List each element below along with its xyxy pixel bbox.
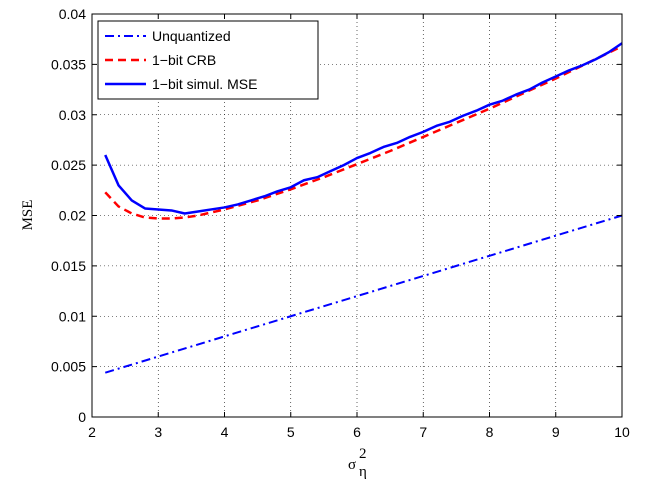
x-tick-label: 4 <box>221 424 229 440</box>
x-tick-label: 9 <box>552 424 560 440</box>
axis-ticks: 2 3 4 5 6 7 8 9 10 0 0.005 0.01 0.015 0.02 0.025 0.03 0.… <box>51 6 630 440</box>
legend-label-crb: 1−bit CRB <box>152 52 216 68</box>
x-tick-label: 3 <box>154 424 162 440</box>
y-tick-label: 0.01 <box>59 308 86 324</box>
legend: Unquantized 1−bit CRB 1−bit simul. MSE <box>97 20 319 100</box>
legend-label-simul: 1−bit simul. MSE <box>152 76 257 92</box>
y-tick-label: 0 <box>78 409 86 425</box>
x-axis-label: σ <box>348 457 356 473</box>
y-tick-label: 0.005 <box>51 359 86 375</box>
series-unquantized <box>104 214 623 374</box>
x-tick-label: 6 <box>353 424 361 440</box>
y-tick-label: 0.03 <box>59 107 86 123</box>
x-tick-label: 10 <box>614 424 630 440</box>
x-axis-label-subscript: η <box>359 464 367 480</box>
series-crb <box>104 45 623 220</box>
x-tick-label: 7 <box>419 424 427 440</box>
y-tick-label: 0.025 <box>51 157 86 173</box>
x-tick-label: 5 <box>287 424 295 440</box>
x-tick-label: 2 <box>88 424 96 440</box>
legend-label-unquantized: Unquantized <box>152 28 231 44</box>
y-tick-label: 0.035 <box>51 56 86 72</box>
y-tick-label: 0.04 <box>59 6 86 22</box>
x-tick-label: 8 <box>486 424 494 440</box>
y-tick-label: 0.02 <box>59 208 86 224</box>
series-layer <box>104 42 623 374</box>
x-axis-label-sigma: σ <box>348 457 356 473</box>
y-tick-label: 0.015 <box>51 258 86 274</box>
y-axis-label: MSE <box>20 200 36 231</box>
x-axis-label-superscript: 2 <box>359 446 367 462</box>
series-simul-mse <box>104 42 623 215</box>
grid <box>92 14 622 417</box>
